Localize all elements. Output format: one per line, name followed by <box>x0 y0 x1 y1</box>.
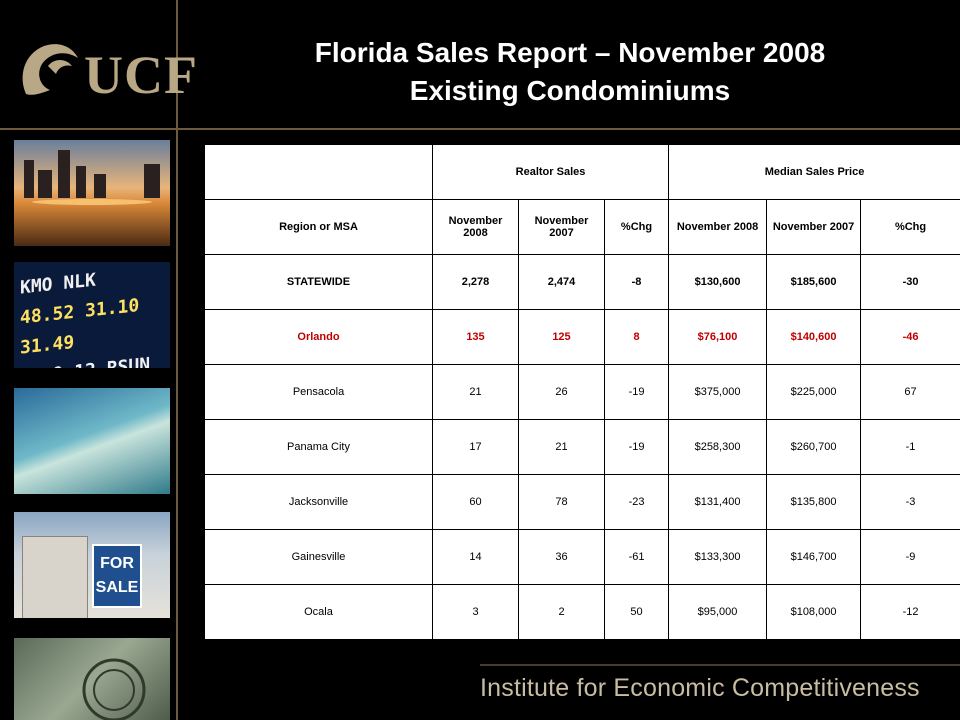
great-seal-icon <box>82 658 146 720</box>
table-cell: -9 <box>860 529 960 585</box>
sub-header-row: Region or MSA November 2008 November 200… <box>204 199 960 255</box>
dollar-bill-photo <box>14 638 170 720</box>
table-cell: -46 <box>860 309 960 365</box>
institute-footer: Institute for Economic Competitiveness <box>480 674 920 702</box>
skyline-photo <box>14 140 170 246</box>
table-cell: $258,300 <box>668 419 768 475</box>
region-header: Region or MSA <box>204 199 433 255</box>
median-price-header: Median Sales Price <box>668 144 960 200</box>
table-row: Orlando 135 125 8 $76,100 $140,600 -46 <box>204 309 960 365</box>
realtor-sales-header: Realtor Sales <box>431 144 670 200</box>
table-cell: $225,000 <box>766 364 862 420</box>
table-cell: 3 <box>432 584 519 640</box>
table-cell: 8 <box>603 309 670 365</box>
table-cell: $133,300 <box>668 529 768 585</box>
table-cell: $108,000 <box>766 584 862 640</box>
pegasus-icon <box>22 44 79 95</box>
table-cell: -19 <box>603 419 670 475</box>
sales-table: Realtor Sales Median Sales Price Region … <box>204 144 960 640</box>
col-header: November 2007 <box>766 199 862 255</box>
table-cell: $95,000 <box>668 584 768 640</box>
table-cell: -3 <box>860 474 960 530</box>
sign-line-2: SALE <box>95 579 139 596</box>
table-cell: $140,600 <box>766 309 862 365</box>
skyline-icon <box>24 150 160 205</box>
table-cell: 17 <box>432 419 519 475</box>
table-cell: $146,700 <box>766 529 862 585</box>
col-header: %Chg <box>603 199 670 255</box>
empty-corner-cell <box>204 144 433 200</box>
title-line-2: Existing Condominiums <box>409 75 731 106</box>
ucf-logo: UCF <box>14 36 197 106</box>
table-cell: 125 <box>518 309 605 365</box>
coastline-photo <box>14 388 170 494</box>
title-line-1: Florida Sales Report – November 2008 <box>314 37 826 68</box>
region-cell: Orlando <box>204 309 433 365</box>
table-cell: $185,600 <box>766 254 862 310</box>
table-cell: -19 <box>603 364 670 420</box>
table-row: Jacksonville 60 78 -23 $131,400 $135,800… <box>204 474 960 530</box>
stock-ticker-photo: KMO NLK 48.52 31.10 31.49 LA 9.12 RSUN <box>14 262 170 368</box>
footer-divider <box>480 664 960 666</box>
page-title: Florida Sales Report – November 2008 Exi… <box>200 34 940 110</box>
for-sale-house-photo: FOR SALE <box>14 512 170 618</box>
table-cell: 2,474 <box>518 254 605 310</box>
table-row: Gainesville 14 36 -61 $133,300 $146,700 … <box>204 529 960 585</box>
region-cell: Panama City <box>204 419 433 475</box>
table-cell: $375,000 <box>668 364 768 420</box>
table-row: Panama City 17 21 -19 $258,300 $260,700 … <box>204 419 960 475</box>
col-header: November 2007 <box>518 199 605 255</box>
table-cell: 135 <box>432 309 519 365</box>
table-cell: -12 <box>860 584 960 640</box>
table-cell: 2,278 <box>432 254 519 310</box>
col-header: November 2008 <box>668 199 768 255</box>
table-cell: $135,800 <box>766 474 862 530</box>
col-header: November 2008 <box>432 199 519 255</box>
region-cell: STATEWIDE <box>204 254 433 310</box>
table-row: Pensacola 21 26 -19 $375,000 $225,000 67 <box>204 364 960 420</box>
table-cell: 36 <box>518 529 605 585</box>
table-cell: -30 <box>860 254 960 310</box>
region-cell: Jacksonville <box>204 474 433 530</box>
col-header: %Chg <box>860 199 960 255</box>
table-cell: $131,400 <box>668 474 768 530</box>
table-cell: 78 <box>518 474 605 530</box>
table-cell: $130,600 <box>668 254 768 310</box>
table-cell: -61 <box>603 529 670 585</box>
table-cell: -23 <box>603 474 670 530</box>
table-cell: $76,100 <box>668 309 768 365</box>
table-cell: 26 <box>518 364 605 420</box>
sign-line-1: FOR <box>100 555 134 572</box>
horizontal-divider <box>0 128 960 130</box>
region-cell: Pensacola <box>204 364 433 420</box>
region-cell: Ocala <box>204 584 433 640</box>
table-row: Ocala 3 2 50 $95,000 $108,000 -12 <box>204 584 960 640</box>
table-cell: 2 <box>518 584 605 640</box>
group-header-row: Realtor Sales Median Sales Price <box>204 144 960 200</box>
table-cell: -1 <box>860 419 960 475</box>
table-row: STATEWIDE 2,278 2,474 -8 $130,600 $185,6… <box>204 254 960 310</box>
vertical-divider <box>176 0 178 720</box>
table-cell: 60 <box>432 474 519 530</box>
table-cell: 50 <box>603 584 670 640</box>
table-cell: $260,700 <box>766 419 862 475</box>
table-cell: 14 <box>432 529 519 585</box>
logo-text: UCF <box>84 45 198 105</box>
table-cell: 21 <box>432 364 519 420</box>
region-cell: Gainesville <box>204 529 433 585</box>
table-cell: 21 <box>518 419 605 475</box>
table-cell: -8 <box>603 254 670 310</box>
table-cell: 67 <box>860 364 960 420</box>
